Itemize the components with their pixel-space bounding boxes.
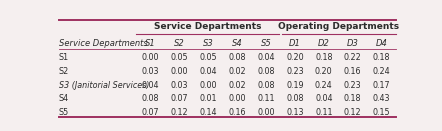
Text: 0.08: 0.08: [228, 53, 246, 62]
Text: 0.16: 0.16: [344, 67, 362, 76]
Text: S2: S2: [174, 39, 184, 48]
Text: 0.19: 0.19: [286, 81, 304, 90]
Text: S3 (Janitorial Services): S3 (Janitorial Services): [59, 81, 149, 90]
Text: 0.05: 0.05: [199, 53, 217, 62]
Text: 0.05: 0.05: [170, 53, 188, 62]
Text: 0.03: 0.03: [141, 67, 159, 76]
Text: S3: S3: [203, 39, 213, 48]
Text: 0.18: 0.18: [344, 94, 362, 103]
Text: 0.07: 0.07: [170, 94, 188, 103]
Text: Service Departments: Service Departments: [154, 22, 262, 31]
Text: 0.23: 0.23: [344, 81, 362, 90]
Text: 0.00: 0.00: [228, 94, 246, 103]
Text: 0.02: 0.02: [228, 67, 246, 76]
Text: S5: S5: [260, 39, 271, 48]
Text: 0.04: 0.04: [141, 81, 159, 90]
Text: 0.12: 0.12: [170, 108, 188, 117]
Text: D4: D4: [376, 39, 388, 48]
Text: 0.04: 0.04: [315, 94, 332, 103]
Text: 0.03: 0.03: [170, 81, 188, 90]
Text: 0.04: 0.04: [199, 67, 217, 76]
Text: 0.08: 0.08: [141, 94, 159, 103]
Text: 0.24: 0.24: [373, 67, 390, 76]
Text: 0.00: 0.00: [170, 67, 188, 76]
Text: S1: S1: [59, 53, 69, 62]
Text: S4: S4: [232, 39, 242, 48]
Text: 0.04: 0.04: [257, 53, 274, 62]
Text: D1: D1: [289, 39, 301, 48]
Text: D3: D3: [347, 39, 358, 48]
Text: 0.16: 0.16: [228, 108, 246, 117]
Text: Service Departments: Service Departments: [59, 39, 148, 48]
Text: 0.08: 0.08: [257, 81, 274, 90]
Text: 0.00: 0.00: [199, 81, 217, 90]
Text: 0.08: 0.08: [257, 67, 274, 76]
Text: 0.15: 0.15: [373, 108, 390, 117]
Text: 0.17: 0.17: [373, 81, 390, 90]
Text: S5: S5: [59, 108, 69, 117]
Text: 0.24: 0.24: [315, 81, 332, 90]
Text: 0.08: 0.08: [286, 94, 304, 103]
Text: D2: D2: [318, 39, 330, 48]
Text: 0.20: 0.20: [286, 53, 304, 62]
Text: 0.14: 0.14: [199, 108, 217, 117]
Text: S4: S4: [59, 94, 69, 103]
Text: 0.13: 0.13: [286, 108, 304, 117]
Text: 0.23: 0.23: [286, 67, 304, 76]
Text: Operating Departments: Operating Departments: [278, 22, 399, 31]
Text: 0.43: 0.43: [373, 94, 390, 103]
Text: 0.22: 0.22: [344, 53, 362, 62]
Text: 0.11: 0.11: [257, 94, 274, 103]
Text: 0.11: 0.11: [315, 108, 332, 117]
Text: 0.12: 0.12: [344, 108, 362, 117]
Text: 0.00: 0.00: [141, 53, 159, 62]
Text: 0.00: 0.00: [257, 108, 274, 117]
Text: 0.02: 0.02: [228, 81, 246, 90]
Text: 0.07: 0.07: [141, 108, 159, 117]
Text: 0.01: 0.01: [199, 94, 217, 103]
Text: S2: S2: [59, 67, 69, 76]
Text: 0.18: 0.18: [373, 53, 390, 62]
Text: S1: S1: [145, 39, 156, 48]
Text: 0.18: 0.18: [315, 53, 332, 62]
Text: 0.20: 0.20: [315, 67, 332, 76]
